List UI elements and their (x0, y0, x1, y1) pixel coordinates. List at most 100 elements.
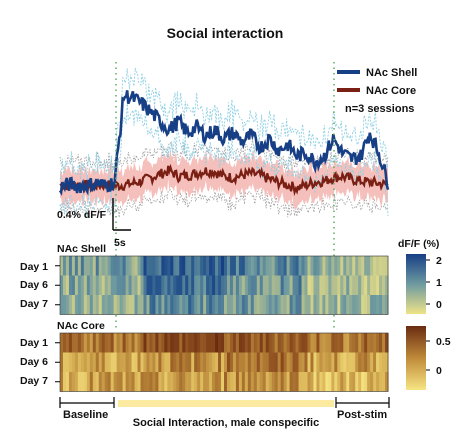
heatmap-core-cell (280, 372, 285, 392)
heatmap-shell-cell (191, 256, 195, 276)
heatmap-shell-cell (86, 256, 91, 276)
heatmap-core-cell (149, 333, 154, 353)
heatmap-core-cell (271, 372, 276, 392)
heatmap-shell-cell (316, 295, 321, 315)
legend-note: n=3 sessions (345, 103, 414, 115)
heatmap-core-cell (232, 333, 237, 353)
heatmap-core-cell (226, 333, 231, 353)
heatmap-shell-cell (62, 295, 67, 315)
heatmap-core-cell (107, 372, 112, 392)
heatmap-shell-cell (146, 256, 151, 276)
heatmap-core-cell (158, 352, 162, 372)
heatmap-core-cell (60, 372, 64, 392)
heatmap-core-cell (259, 352, 264, 372)
heatmap-core-cell (298, 352, 303, 372)
heatmap-core-cell (77, 333, 82, 353)
heatmap-shell-cell (62, 275, 67, 295)
heatmap-core-cell (382, 372, 386, 392)
heatmap-shell-cell (256, 295, 261, 315)
heatmap-core-cell (191, 352, 195, 372)
heatmap-core-cell (116, 372, 121, 392)
heatmap-shell-cell (221, 256, 225, 276)
heatmap-core-cell (283, 372, 288, 392)
heatmap-shell-cell (215, 275, 219, 295)
heatmap-shell-cell (274, 295, 279, 315)
heatmap-core-cell (376, 372, 380, 392)
heatmap-core-cell (244, 372, 249, 392)
heatmap-shell-cell (319, 275, 323, 295)
heatmap-core-cell (298, 372, 303, 392)
heatmap-core-cell (238, 372, 243, 392)
heatmap-core-cell (340, 333, 344, 353)
heatmap-shell-cell (259, 256, 264, 276)
heatmap-shell-cell (310, 256, 315, 276)
heatmap-core-cell (83, 333, 88, 353)
heatmap-core-cell (173, 333, 177, 353)
heatmap-shell-cell (167, 256, 171, 276)
heatmap-core-cell (161, 352, 165, 372)
heatmap-core-cell (304, 352, 309, 372)
heatmap-shell-cell (176, 295, 180, 315)
heatmap-shell-cell (65, 275, 70, 295)
heatmap-shell-cell (238, 256, 243, 276)
heatmap-shell-cell (253, 275, 258, 295)
heatmap-core-cell (310, 333, 315, 353)
heatmap-core-cell (62, 333, 67, 353)
heatmap-core-cell (215, 372, 219, 392)
heatmap-core-cell (286, 352, 291, 372)
heatmap-shell-cell (277, 275, 282, 295)
heatmap-shell-cell (143, 275, 148, 295)
heatmap-shell-cell (328, 295, 332, 315)
row-label-core-day6: Day 6 (20, 356, 48, 368)
heatmap-core-cell (382, 352, 386, 372)
heatmap-core-cell (358, 333, 362, 353)
heatmap-core-cell (253, 352, 258, 372)
heatmap-core-cell (92, 352, 97, 372)
heatmap-shell-cell (376, 295, 380, 315)
heatmap-core-cell (382, 333, 386, 353)
heatmap-shell-cell (104, 295, 109, 315)
heatmap-shell-cell (152, 295, 157, 315)
heatmap-core-cell (226, 352, 231, 372)
heatmap-shell-cell (289, 275, 294, 295)
heatmap-core-cell (313, 352, 318, 372)
heatmap-shell-cell (134, 275, 139, 295)
heatmap-shell-cell (370, 275, 374, 295)
heatmap-shell-cell (262, 275, 267, 295)
heatmap-shell-cell (349, 295, 353, 315)
heatmap-core-cell (331, 372, 335, 392)
heatmap-core-cell (185, 372, 189, 392)
heatmap-shell-cell (292, 256, 297, 276)
heatmap-shell-cell (232, 295, 237, 315)
heatmap-core-cell (259, 372, 264, 392)
colorbar-label: dF/F (%) (398, 238, 439, 250)
heatmap-shell-cell (331, 295, 335, 315)
heatmap-shell-cell (119, 256, 124, 276)
heatmap-shell-cell (71, 295, 76, 315)
heatmap-shell-cell (319, 256, 323, 276)
heatmap-shell-cell (161, 275, 165, 295)
heatmap-core-cell (209, 333, 213, 353)
heatmap-shell-cell (68, 295, 73, 315)
heatmap-core-cell (107, 352, 112, 372)
heatmap-core-cell (212, 352, 216, 372)
heatmap-shell-cell (209, 295, 213, 315)
heatmap-core-cell (86, 333, 91, 353)
heatmap-shell-cell (134, 295, 139, 315)
heatmap-shell-cell (250, 275, 255, 295)
heatmap-core-cell (71, 352, 76, 372)
heatmap-shell-cell (101, 275, 106, 295)
heatmap-shell-cell (188, 256, 192, 276)
heatmap-shell-cell (271, 275, 276, 295)
heatmap-shell-cell (298, 256, 303, 276)
heatmap-shell-cell (292, 295, 297, 315)
heatmap-shell-cell (262, 295, 267, 315)
heatmap-shell-cell (110, 295, 115, 315)
heatmap-shell-cell (218, 256, 222, 276)
legend: NAc Shell NAc Core n=3 sessions (337, 67, 417, 115)
heatmap-core-cell (364, 372, 368, 392)
heatmap-core-cell (89, 372, 94, 392)
heatmap-shell-cell (241, 275, 246, 295)
heatmap-core-cell (60, 333, 64, 353)
heatmap-core-cell (277, 372, 282, 392)
